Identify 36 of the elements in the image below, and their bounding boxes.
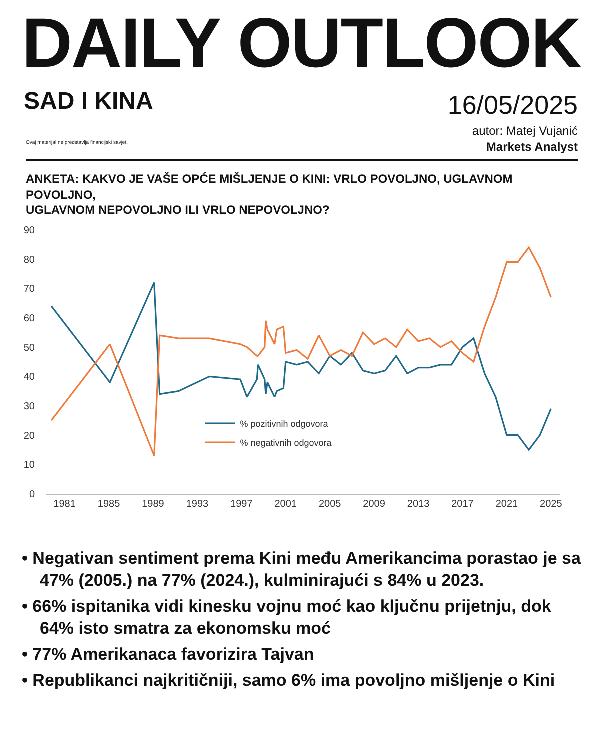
x-tick-label: 2017	[452, 499, 474, 510]
x-tick-label: 1993	[186, 499, 209, 510]
x-tick-label: 1989	[142, 499, 165, 510]
y-tick-label: 70	[24, 284, 36, 296]
chart-title: ANKETA: KAKVO JE VAŠE OPĆE MIŠLJENJE O KINI: VRLO POVOLJNO, UGLAVNOM POVOLJNO, UGLAVNOM NEPOVOLJNO ILI VRLO NEPOVOLJNO?	[26, 172, 514, 219]
y-tick-label: 30	[24, 402, 36, 412]
x-tick-label: 2009	[363, 499, 386, 510]
text: • 77% Amerikanaca favorizira Tajvan	[22, 644, 316, 666]
x-tick-label: 2025	[540, 499, 563, 510]
y-tick-label: 10	[24, 460, 36, 472]
text: 16/05/2025	[448, 90, 578, 121]
x-tick-label: 1997	[230, 499, 254, 510]
legend-label: % negativnih odgovora	[240, 438, 332, 448]
y-tick-label: 20	[24, 430, 36, 442]
line-series	[50, 246, 552, 457]
text: SAD I KINA	[24, 88, 154, 116]
y-tick-label: 50	[24, 342, 36, 354]
x-tick-label: 2005	[318, 499, 342, 510]
legend-label: % pozitivnih odgovora	[240, 419, 328, 430]
line-series	[50, 282, 552, 451]
y-tick-label: 60	[24, 314, 36, 324]
y-tick-label: 0	[29, 490, 36, 500]
y-tick-label: 40	[24, 372, 36, 384]
text: • Republikanci najkritičniji, samo 6% ima povoljno mišljenje o Kini	[22, 670, 556, 692]
x-tick-label: 2021	[496, 499, 518, 510]
text: • Negativan sentiment prema Kini među Amerikancima porastao je sa 47% (2005.) na 77% (2024.), kulminirajući s 84% u 2023.	[22, 548, 582, 592]
text: Markets Analyst	[486, 140, 578, 154]
y-tick-label: 80	[24, 254, 36, 266]
y-tick-label: 90	[24, 226, 36, 236]
text: • 66% ispitanika vidi kinesku vojnu moć kao ključnu prijetnju, dok 64% isto smatra za ekonomsku moć	[22, 596, 552, 640]
x-tick-label: 1985	[98, 499, 121, 510]
x-tick-label: 2001	[274, 499, 298, 510]
x-tick-label: 2013	[407, 499, 430, 510]
x-tick-label: 1981	[54, 499, 76, 510]
text: autor: Matej Vujanić	[472, 124, 578, 138]
text: DAILY OUTLOOK	[22, 4, 581, 82]
